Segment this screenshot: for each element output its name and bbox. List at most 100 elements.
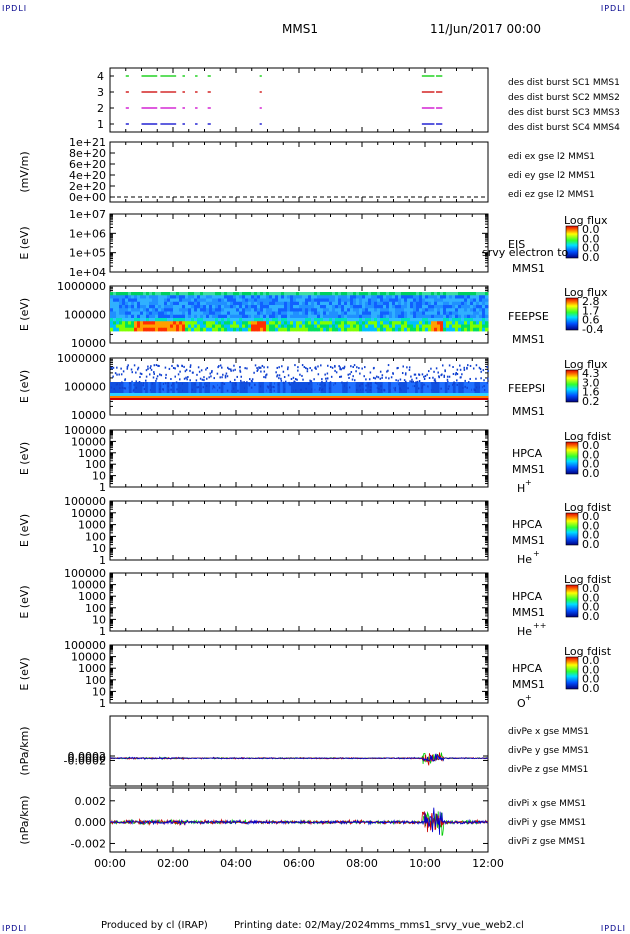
spectrogram-cell [317, 305, 321, 309]
spectrogram-cell [470, 295, 474, 299]
spectrogram-cell [201, 393, 205, 396]
spectrogram-cell [203, 376, 205, 379]
spectrogram-cell [308, 318, 312, 322]
spectrogram-cell [325, 380, 328, 383]
spectrogram-cell [479, 305, 483, 309]
spectrogram-cell [269, 382, 273, 393]
spectrogram-cell [368, 311, 372, 316]
spectrogram-cell [311, 388, 313, 391]
spectrogram-cell [230, 318, 234, 322]
spectrogram-cell [404, 321, 408, 325]
spectrogram-cell [331, 396, 335, 398]
spectrogram-cell [197, 366, 200, 369]
spectrogram-cell [453, 382, 455, 385]
spectrogram-cell [392, 318, 396, 322]
spectrogram-cell [218, 292, 222, 296]
spectrogram-cell [383, 311, 387, 316]
spectrogram-cell [290, 321, 294, 325]
spectrogram-cell [369, 393, 373, 396]
spectrogram-cell [153, 372, 155, 375]
spectrogram-cell [208, 376, 210, 379]
spectrogram-cell [263, 382, 267, 393]
spectrogram-cell [116, 298, 120, 303]
spectrogram-cell [264, 376, 267, 379]
spectrogram-cell [461, 295, 465, 299]
spectrogram-cell [302, 324, 306, 329]
spectrogram-cell [149, 327, 153, 332]
spectrogram-cell [440, 308, 444, 312]
spectrogram-cell [275, 298, 279, 303]
spectrogram-cell [200, 321, 204, 325]
spectrogram-cell [245, 295, 249, 299]
spectrogram-cell [305, 318, 309, 322]
spectrogram-cell [227, 311, 231, 316]
spectrogram-cell [454, 373, 457, 376]
spectrogram-cell [446, 375, 449, 378]
spectrogram-cell [149, 292, 153, 296]
spectrogram-cell [185, 301, 189, 306]
spectrogram-cell [347, 327, 351, 332]
spectrogram-cell [260, 298, 264, 303]
spectrogram-cell [115, 393, 119, 396]
spectrogram-cell [315, 393, 319, 396]
spectrogram-cell [407, 301, 411, 306]
spectrogram-cell [434, 292, 438, 296]
spectrogram-cell [386, 298, 390, 303]
spectrogram-cell [347, 396, 351, 398]
spectrogram-cell [447, 393, 451, 396]
spectrogram-cell [200, 327, 204, 332]
spectrogram-cell [146, 314, 150, 319]
spectrogram-cell [122, 305, 126, 309]
spectrogram-cell [230, 292, 234, 296]
spectrogram-cell [170, 388, 172, 391]
spectrogram-cell [441, 373, 443, 376]
spectrogram-cell [197, 321, 201, 325]
spectrogram-cell [196, 382, 200, 393]
spectrogram-cell [188, 396, 192, 398]
spectrogram-cell [287, 374, 290, 377]
spectrogram-cell [380, 314, 384, 319]
spectrogram-cell [250, 379, 253, 382]
spectrogram-cell [116, 321, 120, 325]
spectrogram-cell [347, 295, 351, 299]
spectrogram-cell [477, 382, 481, 393]
spectrogram-cell [332, 318, 336, 322]
spectrogram-cell [140, 373, 143, 376]
spectrogram-cell [443, 298, 447, 303]
spectrogram-cell [196, 373, 198, 376]
spectrogram-cell [358, 396, 362, 398]
spectrogram-cell [419, 292, 423, 296]
panel-frame [109, 429, 489, 488]
spectrogram-cell [125, 314, 129, 319]
spectrogram-cell [323, 327, 327, 332]
spectrogram-cell [469, 382, 473, 393]
spectrogram-cell [307, 393, 311, 396]
spectrogram-cell [191, 301, 195, 306]
spectrogram-cell [212, 301, 216, 306]
spectrogram-cell [350, 321, 354, 325]
spectrogram-cell [419, 314, 423, 319]
spectrogram-cell [145, 379, 147, 382]
spectrogram-cell [176, 292, 180, 296]
y-tick-label: 10000 [71, 579, 106, 592]
spectrogram-cell [215, 321, 219, 325]
spectrogram-cell [155, 298, 159, 303]
spectrogram-cell [143, 301, 147, 306]
spectrogram-cell [466, 386, 468, 389]
spectrogram-cell [209, 305, 213, 309]
spectrogram-cell [118, 398, 122, 400]
spectrogram-cell [331, 393, 335, 396]
spectrogram-cell [158, 398, 162, 400]
spectrogram-cell [479, 295, 483, 299]
spectrogram-cell [110, 398, 114, 400]
spectrogram-cell [196, 398, 200, 400]
spectrogram-cell [161, 314, 165, 319]
spectrogram-cell [401, 301, 405, 306]
spectrogram-cell [437, 308, 441, 312]
spectrogram-cell [341, 381, 343, 384]
spectrogram-cell [158, 305, 162, 309]
spectrogram-cell [191, 305, 195, 309]
spectrogram-cell [440, 295, 444, 299]
spectrogram-cell [137, 318, 141, 322]
spectrogram-cell [155, 292, 159, 296]
